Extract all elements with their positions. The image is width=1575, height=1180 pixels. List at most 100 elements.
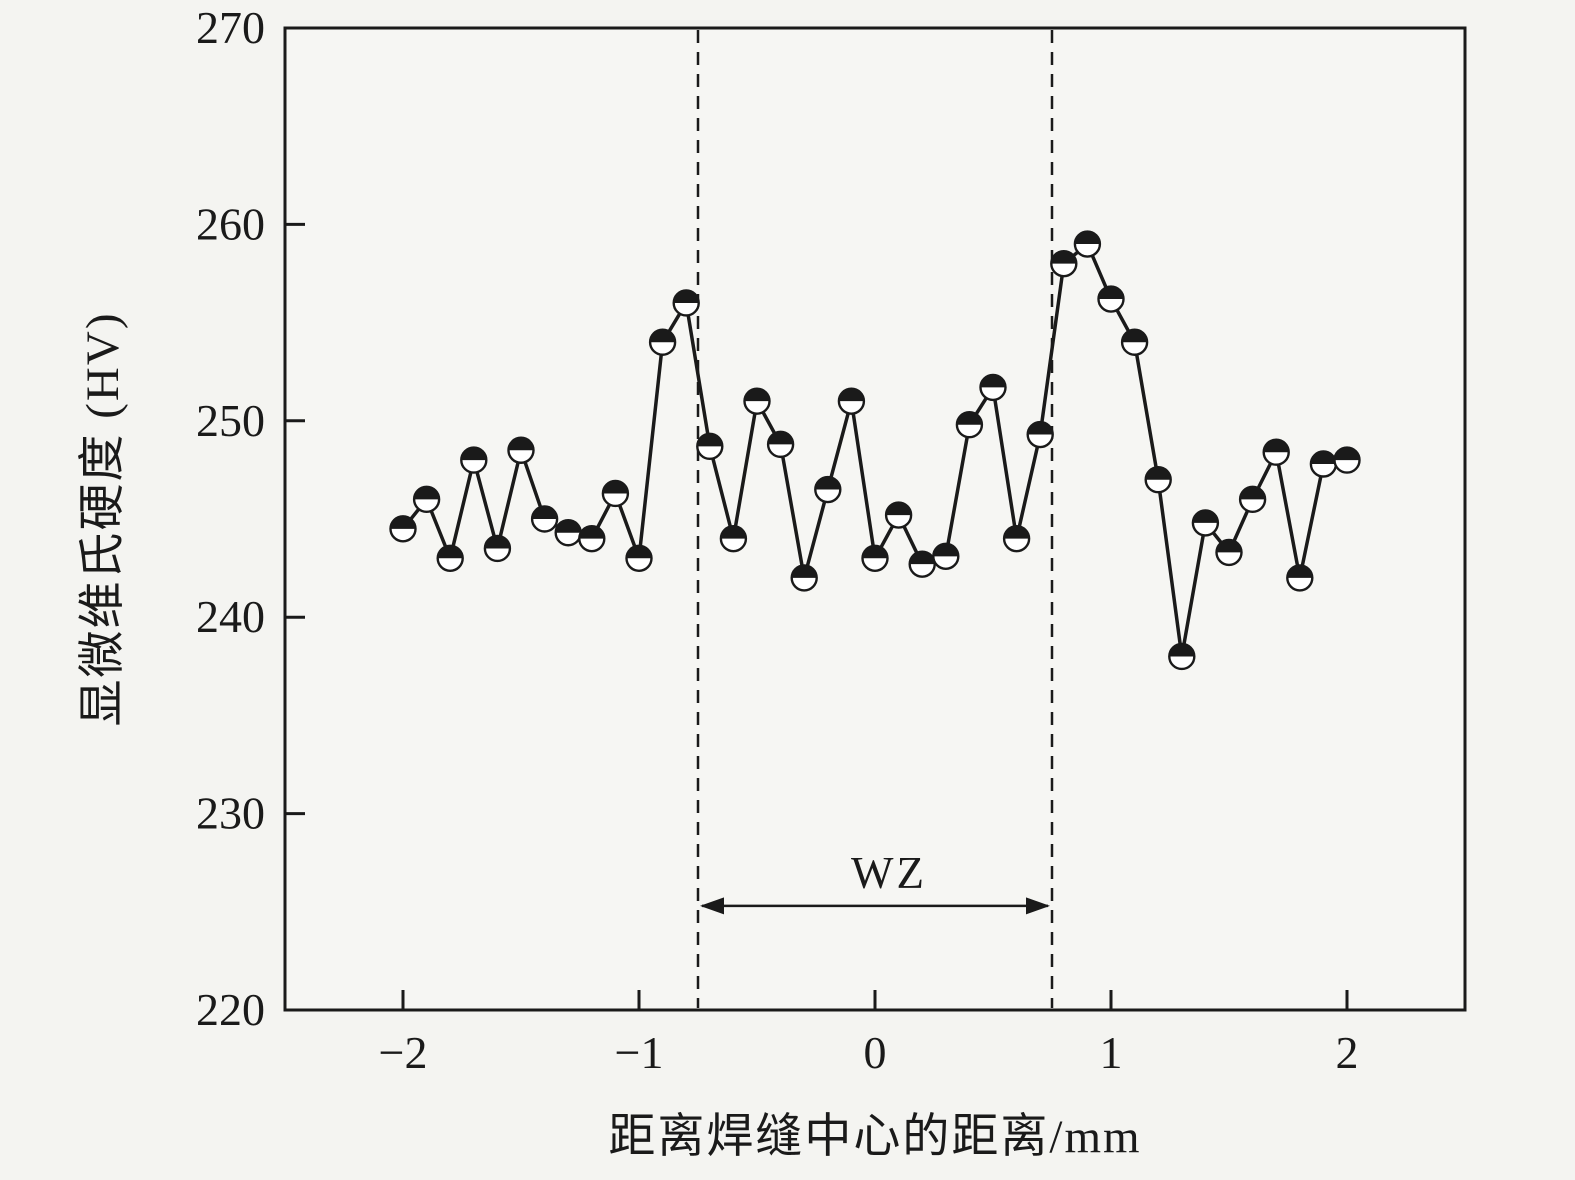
data-point-marker xyxy=(1120,328,1149,356)
data-point-marker xyxy=(672,289,700,317)
data-point-marker xyxy=(884,501,913,529)
marker-top-half xyxy=(791,565,817,578)
data-point-marker xyxy=(1191,509,1220,537)
data-point-marker xyxy=(1144,466,1172,494)
marker-top-half xyxy=(626,545,652,559)
data-point-marker xyxy=(1168,642,1196,671)
marker-top-half xyxy=(1051,251,1077,264)
x-tick-label: 0 xyxy=(864,1027,887,1078)
marker-top-half xyxy=(697,433,723,447)
marker-top-half xyxy=(815,477,841,490)
marker-top-half xyxy=(1004,526,1030,539)
marker-top-half xyxy=(1216,539,1242,553)
x-tick-label: 1 xyxy=(1100,1027,1123,1078)
chart-layer: −2 −1 0 1 2 220 230 240 250 260 270 xyxy=(196,2,1467,1078)
marker-top-half xyxy=(838,388,864,402)
data-point-marker xyxy=(696,432,724,461)
data-point-marker xyxy=(814,475,842,504)
x-tick-label: −2 xyxy=(379,1027,428,1078)
data-point-marker xyxy=(389,515,417,543)
data-point-marker xyxy=(578,524,606,553)
marker-top-half xyxy=(1169,643,1195,657)
plot-frame xyxy=(283,26,1467,1012)
weld-zone-arrowhead-right xyxy=(1026,897,1050,915)
marker-top-half xyxy=(532,506,558,519)
data-point-marker xyxy=(1286,564,1314,592)
marker-top-half xyxy=(1074,231,1100,245)
data-point-marker xyxy=(648,328,677,356)
marker-top-half xyxy=(933,543,959,557)
x-tick-label: 2 xyxy=(1336,1027,1359,1078)
y-tick-label: 220 xyxy=(196,984,265,1035)
marker-top-half xyxy=(390,516,416,529)
y-tick-label: 270 xyxy=(196,2,265,53)
marker-top-half xyxy=(1287,565,1313,578)
marker-top-half xyxy=(555,520,581,533)
marker-top-half xyxy=(650,329,676,343)
data-point-marker xyxy=(1097,285,1125,313)
marker-top-half xyxy=(602,480,628,494)
marker-top-half xyxy=(579,526,605,539)
data-point-marker xyxy=(908,550,936,578)
marker-top-half xyxy=(862,545,888,559)
data-point-marker xyxy=(955,411,984,439)
y-axis-label: 显微维氏硬度 (HV) xyxy=(77,312,129,727)
y-tick-label: 230 xyxy=(196,788,265,839)
marker-top-half xyxy=(1122,329,1148,343)
x-axis-label: 距离焊缝中心的距离/mm xyxy=(608,1111,1141,1163)
data-point-marker xyxy=(412,485,441,514)
data-point-marker xyxy=(1026,420,1054,449)
marker-top-half xyxy=(414,486,440,500)
marker-top-half xyxy=(484,535,510,549)
weld-zone-arrowhead-left xyxy=(700,897,724,915)
data-point-marker xyxy=(1238,485,1267,514)
marker-top-half xyxy=(980,374,1006,388)
marker-top-half xyxy=(673,290,699,303)
data-point-marker xyxy=(1215,538,1243,567)
data-point-marker xyxy=(1050,249,1078,278)
marker-top-half xyxy=(909,551,935,565)
marker-top-half xyxy=(1240,486,1266,500)
data-point-marker xyxy=(625,544,653,572)
marker-top-half xyxy=(1192,510,1218,523)
marker-top-half xyxy=(1145,467,1171,480)
data-point-marker xyxy=(932,542,960,571)
y-tick-label: 240 xyxy=(196,591,265,642)
data-point-marker xyxy=(743,387,771,415)
data-point-marker xyxy=(554,519,582,547)
y-tick-label: 250 xyxy=(196,395,265,446)
marker-top-half xyxy=(744,388,770,402)
marker-top-half xyxy=(1027,422,1053,435)
marker-top-half xyxy=(768,431,794,445)
data-point-marker xyxy=(1262,438,1290,466)
data-point-marker xyxy=(1309,450,1338,478)
marker-top-half xyxy=(1263,439,1289,453)
marker-top-half xyxy=(720,526,746,539)
marker-top-half xyxy=(1310,451,1336,465)
data-point-marker xyxy=(507,436,535,464)
marker-top-half xyxy=(508,437,534,451)
data-point-marker xyxy=(1073,230,1102,258)
marker-top-half xyxy=(437,545,463,559)
marker-top-half xyxy=(461,447,487,461)
data-point-marker xyxy=(979,373,1007,402)
x-tick-label: −1 xyxy=(615,1027,664,1078)
marker-top-half xyxy=(1334,447,1360,461)
weld-zone-label: WZ xyxy=(851,848,927,898)
data-point-marker xyxy=(530,505,559,533)
data-point-marker xyxy=(436,544,464,572)
data-point-marker xyxy=(790,564,818,592)
data-point-marker xyxy=(601,479,630,508)
data-point-marker xyxy=(460,446,488,474)
data-point-marker xyxy=(766,430,795,459)
marker-top-half xyxy=(886,502,912,516)
marker-top-half xyxy=(956,412,982,425)
data-point-marker xyxy=(1002,524,1031,553)
data-point-marker xyxy=(861,544,889,572)
data-point-marker xyxy=(837,387,866,415)
data-point-marker xyxy=(483,534,512,563)
marker-top-half xyxy=(1098,286,1124,300)
data-point-marker xyxy=(1333,446,1361,474)
